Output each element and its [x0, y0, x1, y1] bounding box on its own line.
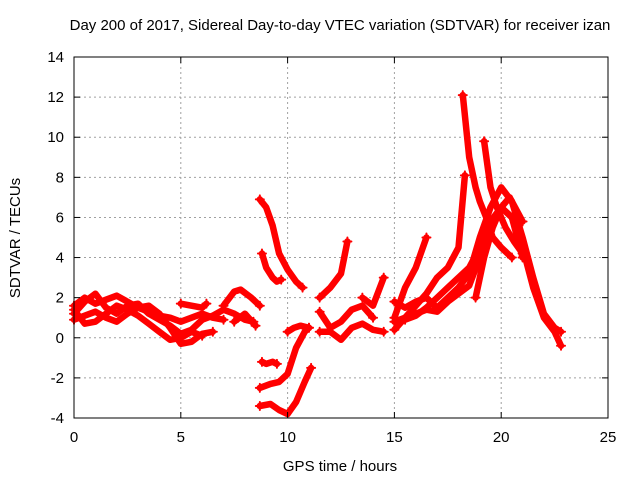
data-point-marker	[421, 232, 432, 243]
series-arc-16	[316, 320, 387, 344]
data-point-marker	[517, 216, 528, 227]
data-point-marker	[459, 170, 470, 181]
data-point-marker	[378, 326, 389, 337]
data-point-marker	[306, 362, 317, 373]
series-arc-13	[284, 322, 313, 336]
data-point-marker	[218, 314, 229, 325]
data-point-marker	[357, 292, 368, 303]
data-point-marker	[254, 300, 265, 311]
data-point-marker	[314, 326, 325, 337]
data-point-marker	[201, 298, 212, 309]
data-point-marker	[271, 358, 282, 369]
data-point-marker	[197, 330, 208, 341]
series-arc-03	[70, 302, 217, 348]
data-point-marker	[368, 312, 379, 323]
data-point-marker	[229, 316, 240, 327]
data-point-marker	[556, 326, 567, 337]
data-point-marker	[250, 320, 261, 331]
series-arc-17	[359, 274, 387, 309]
data-point-marker	[218, 300, 229, 311]
series-arc-02	[70, 292, 227, 325]
y-tick-label: -2	[51, 370, 64, 387]
plot-frame	[73, 56, 609, 419]
data-point-marker	[457, 90, 468, 101]
series-arc-25	[472, 194, 526, 301]
data-point-marker	[297, 282, 308, 293]
series-arc-06	[220, 286, 264, 309]
series-arc-11	[256, 324, 313, 392]
x-tick-label: 5	[177, 429, 185, 446]
data-point-marker	[256, 356, 267, 367]
series-arc-08	[256, 196, 306, 291]
data-point-marker	[389, 296, 400, 307]
axes: 0 5 10 15 20 25 -4 -2 0 2 4 6 8 10 12 14	[47, 49, 616, 446]
data-point-marker	[556, 340, 567, 351]
series-arc-24	[480, 137, 526, 257]
y-tick-label: 10	[47, 129, 64, 146]
series-arc-09	[258, 250, 285, 285]
data-point-marker	[256, 248, 267, 259]
series-layer	[69, 90, 567, 418]
series-arc-14	[316, 238, 351, 301]
x-tick-label: 15	[386, 429, 403, 446]
y-tick-label: 14	[47, 49, 64, 66]
series-arc-07	[230, 310, 259, 329]
x-tick-label: 0	[70, 429, 78, 446]
data-point-marker	[400, 314, 411, 325]
data-point-marker	[207, 326, 218, 337]
series-arc-23	[459, 91, 516, 261]
y-tick-label: 8	[56, 169, 64, 186]
data-point-marker	[517, 248, 528, 259]
data-point-marker	[506, 252, 517, 263]
data-point-marker	[276, 274, 287, 285]
series-arc-15	[316, 302, 377, 332]
data-point-marker	[314, 292, 325, 303]
data-point-marker	[378, 272, 389, 283]
series-arc-05	[177, 300, 210, 311]
x-axis-label: GPS time / hours	[283, 458, 397, 475]
data-point-marker	[282, 326, 293, 337]
y-tick-label: 2	[56, 290, 64, 307]
series-arc-04	[70, 302, 206, 344]
data-point-marker	[470, 292, 481, 303]
y-tick-label: 0	[56, 330, 64, 347]
y-axis-label: SDTVAR / TECUs	[7, 178, 24, 298]
x-tick-label: 25	[600, 429, 617, 446]
data-point-marker	[175, 298, 186, 309]
data-point-marker	[314, 306, 325, 317]
y-tick-label: 4	[56, 250, 64, 267]
data-point-marker	[254, 382, 265, 393]
chart-title: Day 200 of 2017, Sidereal Day-to-day VTE…	[70, 17, 611, 34]
y-tick-label: 12	[47, 89, 64, 106]
data-point-marker	[303, 322, 314, 333]
data-point-marker	[254, 194, 265, 205]
data-point-marker	[254, 400, 265, 411]
data-point-marker	[389, 324, 400, 335]
y-tick-label: 6	[56, 209, 64, 226]
grid	[74, 57, 608, 418]
x-tick-label: 20	[493, 429, 510, 446]
data-point-marker	[389, 316, 400, 327]
x-tick-label: 10	[279, 429, 296, 446]
y-tick-label: -4	[51, 410, 64, 427]
data-point-marker	[479, 136, 490, 147]
data-point-marker	[342, 236, 353, 247]
